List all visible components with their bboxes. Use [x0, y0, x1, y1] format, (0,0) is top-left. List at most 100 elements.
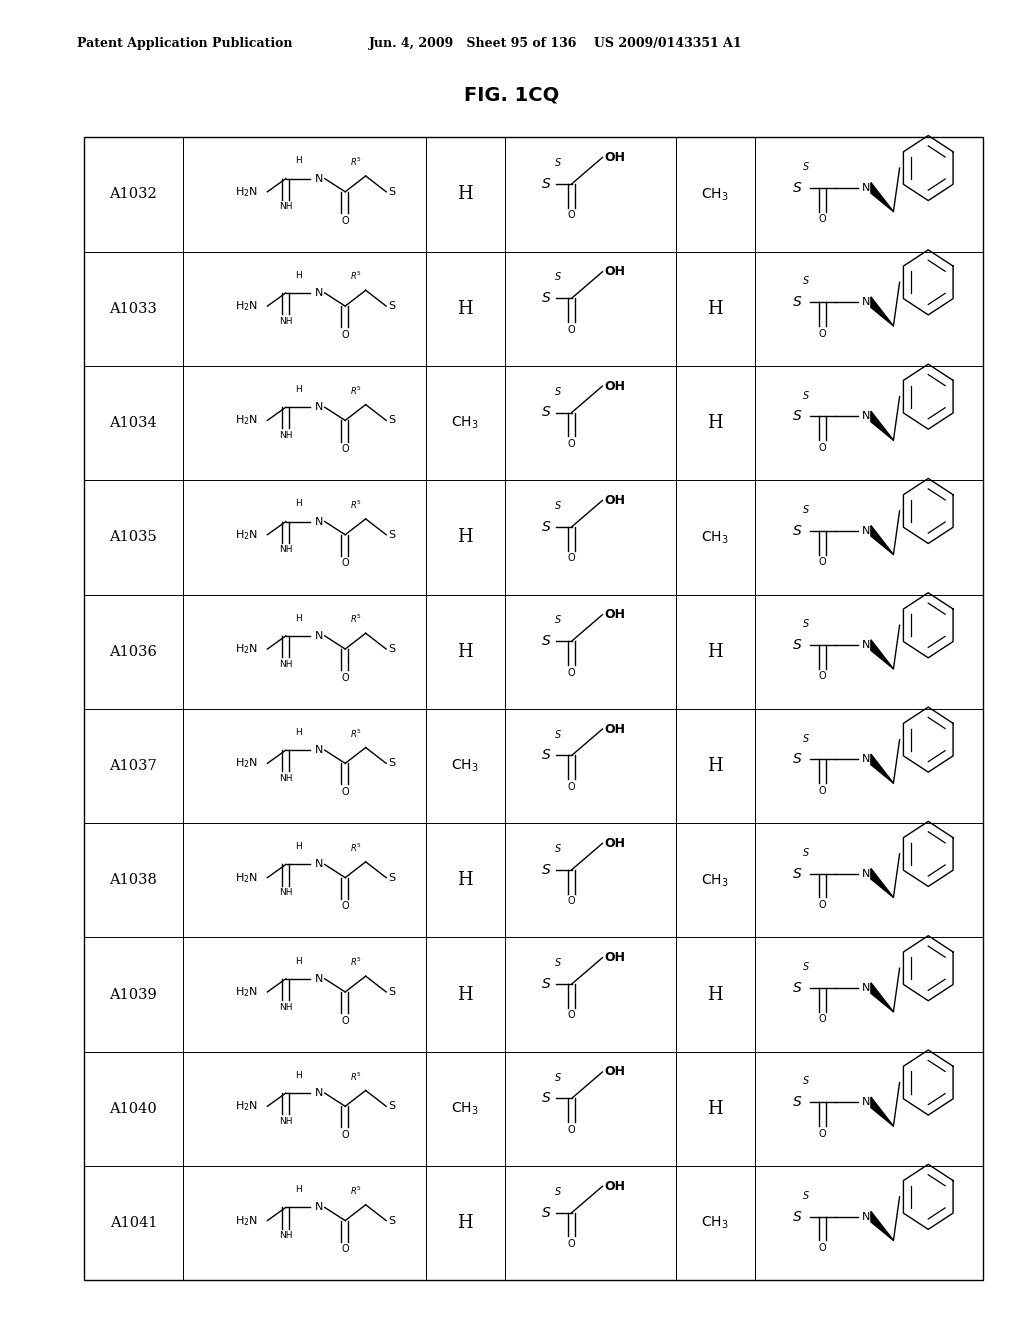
Text: N: N — [861, 869, 870, 879]
Text: $\mathit{S}$: $\mathit{S}$ — [541, 1205, 551, 1220]
Text: $\mathit{S}$: $\mathit{S}$ — [541, 977, 551, 991]
Text: $\mathit{S}$: $\mathit{S}$ — [541, 634, 551, 648]
Text: O: O — [341, 673, 349, 682]
Text: N: N — [314, 859, 323, 870]
Text: $\mathsf{H_2N}$: $\mathsf{H_2N}$ — [234, 642, 258, 656]
Text: H: H — [295, 957, 301, 965]
Text: H: H — [708, 1100, 723, 1118]
Text: A1037: A1037 — [110, 759, 158, 774]
Text: H: H — [295, 727, 301, 737]
Text: A1039: A1039 — [110, 987, 158, 1002]
Text: $R^5$: $R^5$ — [350, 842, 362, 854]
Text: N: N — [314, 174, 323, 183]
Text: A1040: A1040 — [110, 1102, 158, 1115]
Text: H: H — [458, 986, 473, 1003]
Text: O: O — [341, 444, 349, 454]
Text: O: O — [341, 1130, 349, 1140]
Text: $R^5$: $R^5$ — [350, 1071, 362, 1082]
Text: $\mathsf{H_2N}$: $\mathsf{H_2N}$ — [234, 413, 258, 428]
Text: N: N — [861, 525, 870, 536]
Text: O: O — [819, 329, 826, 338]
Text: NH: NH — [280, 1232, 293, 1241]
Text: NH: NH — [280, 430, 293, 440]
Text: $\mathit{S}$: $\mathit{S}$ — [802, 846, 810, 858]
Text: O: O — [341, 558, 349, 569]
Text: $\mathit{S}$: $\mathit{S}$ — [802, 618, 810, 630]
Text: $\mathit{S}$: $\mathit{S}$ — [541, 748, 551, 763]
Text: H: H — [295, 499, 301, 508]
Text: N: N — [861, 1212, 870, 1221]
Text: N: N — [314, 403, 323, 412]
Text: H: H — [458, 1214, 473, 1233]
Text: S: S — [388, 1101, 395, 1111]
Text: $\mathit{S}$: $\mathit{S}$ — [792, 1209, 803, 1224]
Text: O: O — [568, 896, 575, 906]
Text: A1033: A1033 — [110, 302, 158, 315]
Polygon shape — [870, 1097, 893, 1126]
Polygon shape — [870, 525, 893, 554]
Text: O: O — [341, 215, 349, 226]
Text: A1034: A1034 — [110, 416, 158, 430]
Text: H: H — [708, 986, 723, 1003]
Text: N: N — [861, 297, 870, 308]
Polygon shape — [870, 1212, 893, 1241]
Text: H: H — [295, 1185, 301, 1195]
Text: S: S — [388, 759, 395, 768]
Text: $R^5$: $R^5$ — [350, 727, 362, 739]
Text: $\mathsf{H_2N}$: $\mathsf{H_2N}$ — [234, 1213, 258, 1228]
Text: $R^5$: $R^5$ — [350, 271, 362, 282]
Text: N: N — [861, 412, 870, 421]
Text: O: O — [819, 785, 826, 796]
Text: NH: NH — [280, 317, 293, 326]
Text: $\mathsf{H_2N}$: $\mathsf{H_2N}$ — [234, 185, 258, 199]
Text: N: N — [861, 1097, 870, 1107]
Text: NH: NH — [280, 660, 293, 669]
Text: OH: OH — [604, 150, 626, 164]
Text: $\mathit{S}$: $\mathit{S}$ — [792, 524, 803, 537]
Text: $\mathit{S}$: $\mathit{S}$ — [792, 867, 803, 880]
Polygon shape — [870, 297, 893, 326]
Text: O: O — [819, 1014, 826, 1024]
Text: OH: OH — [604, 837, 626, 850]
Text: $\mathit{S}$: $\mathit{S}$ — [802, 275, 810, 286]
Text: $\mathsf{H_2N}$: $\mathsf{H_2N}$ — [234, 756, 258, 771]
Text: $\mathsf{CH_3}$: $\mathsf{CH_3}$ — [452, 1101, 479, 1117]
Text: $\mathit{S}$: $\mathit{S}$ — [802, 1189, 810, 1201]
Text: $\mathit{S}$: $\mathit{S}$ — [554, 384, 562, 396]
Text: O: O — [819, 1243, 826, 1253]
Text: O: O — [568, 1011, 575, 1020]
Text: Jun. 4, 2009   Sheet 95 of 136    US 2009/0143351 A1: Jun. 4, 2009 Sheet 95 of 136 US 2009/014… — [369, 37, 742, 50]
Text: $\mathit{S}$: $\mathit{S}$ — [541, 405, 551, 420]
Text: $R^5$: $R^5$ — [350, 156, 362, 168]
Text: O: O — [568, 1239, 575, 1249]
Text: H: H — [708, 414, 723, 432]
Text: $\mathit{S}$: $\mathit{S}$ — [541, 1092, 551, 1105]
Text: A1038: A1038 — [110, 874, 158, 887]
Text: O: O — [568, 1125, 575, 1135]
Text: H: H — [295, 385, 301, 393]
Polygon shape — [870, 754, 893, 783]
Text: O: O — [819, 900, 826, 909]
Text: S: S — [388, 644, 395, 653]
Text: O: O — [819, 444, 826, 453]
Bar — [84, 137, 983, 1280]
Text: $\mathsf{H_2N}$: $\mathsf{H_2N}$ — [234, 1100, 258, 1113]
Text: $\mathsf{CH_3}$: $\mathsf{CH_3}$ — [452, 414, 479, 432]
Text: $\mathsf{H_2N}$: $\mathsf{H_2N}$ — [234, 871, 258, 884]
Text: Patent Application Publication: Patent Application Publication — [77, 37, 292, 50]
Text: $\mathit{S}$: $\mathit{S}$ — [541, 520, 551, 533]
Text: $\mathit{S}$: $\mathit{S}$ — [792, 181, 803, 195]
Text: $\mathsf{H_2N}$: $\mathsf{H_2N}$ — [234, 528, 258, 541]
Text: N: N — [314, 516, 323, 527]
Text: OH: OH — [604, 380, 626, 392]
Text: OH: OH — [604, 265, 626, 279]
Text: O: O — [568, 781, 575, 792]
Text: N: N — [314, 1203, 323, 1212]
Polygon shape — [870, 982, 893, 1011]
Text: O: O — [568, 210, 575, 220]
Text: $\mathit{S}$: $\mathit{S}$ — [792, 752, 803, 767]
Text: S: S — [388, 187, 395, 197]
Text: O: O — [341, 787, 349, 797]
Text: NH: NH — [280, 1117, 293, 1126]
Text: $\mathsf{H_2N}$: $\mathsf{H_2N}$ — [234, 985, 258, 999]
